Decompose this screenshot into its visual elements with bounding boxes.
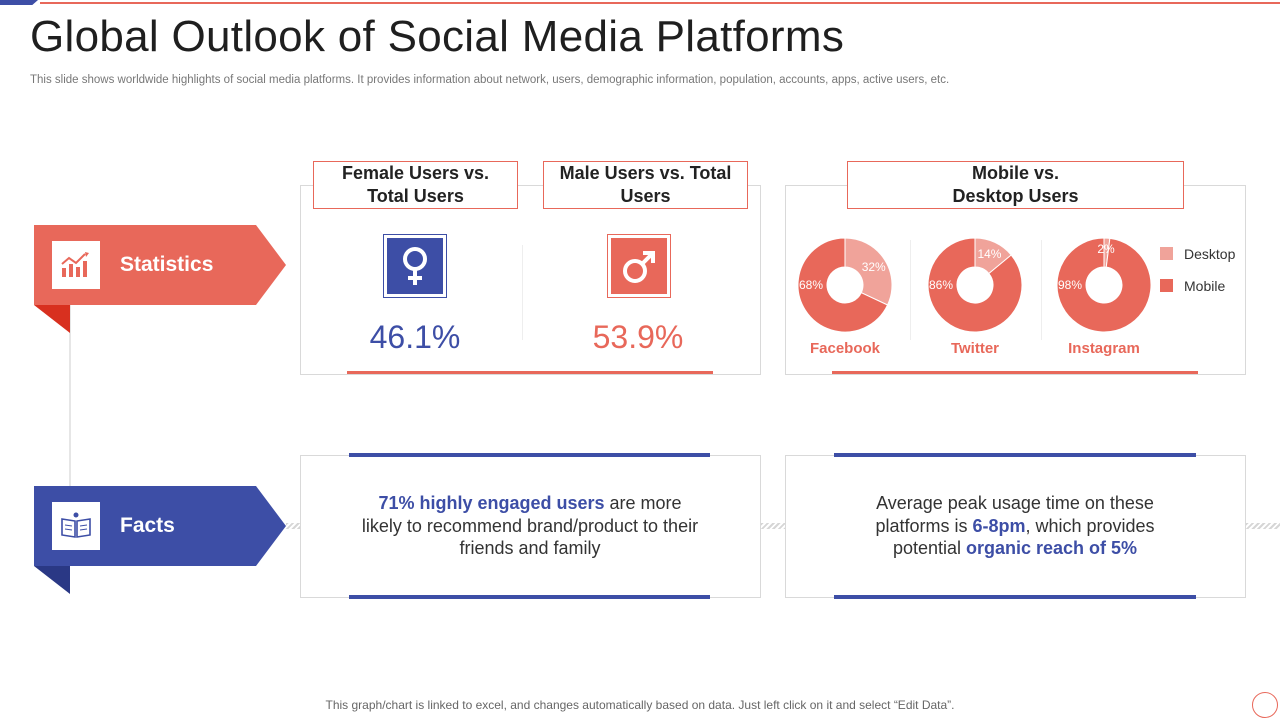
legend-label-desktop: Desktop bbox=[1184, 246, 1236, 262]
fact-2-highlight-time: 6-8pm bbox=[972, 515, 1026, 536]
female-heading-line2: Total Users bbox=[367, 186, 464, 206]
facts-connector-1 bbox=[286, 523, 300, 529]
facts-connector-2 bbox=[761, 523, 785, 529]
top-accent-bar bbox=[0, 0, 38, 5]
footer-note: This graph/chart is linked to excel, and… bbox=[325, 698, 955, 712]
devices-heading-line1: Mobile vs. bbox=[971, 163, 1060, 183]
fact-panel-2-top-rule bbox=[834, 453, 1196, 457]
gender-divider bbox=[522, 245, 523, 340]
open-book-icon bbox=[52, 502, 100, 550]
slice-mobile-instagram bbox=[1056, 237, 1152, 333]
slice-mobile-facebook bbox=[797, 237, 889, 333]
male-heading: Male Users vs. Total Users bbox=[543, 161, 748, 209]
label-mobile-twitter: 86% bbox=[929, 278, 953, 292]
fact-1-body: are more likely to recommend brand/produ… bbox=[361, 493, 699, 558]
page-title: Global Outlook of Social Media Platforms bbox=[30, 12, 845, 61]
facts-ribbon: Facts bbox=[34, 486, 286, 596]
corner-circle-decoration bbox=[1252, 692, 1278, 718]
fact-1-highlight: 71% highly engaged users bbox=[378, 493, 605, 513]
label-desktop-facebook: 32% bbox=[862, 260, 886, 274]
slice-desktop-facebook bbox=[844, 237, 893, 306]
facts-connector-3 bbox=[1246, 523, 1280, 529]
gender-underline bbox=[347, 371, 713, 374]
male-symbol-icon bbox=[607, 234, 671, 298]
legend-swatch-desktop bbox=[1160, 247, 1173, 260]
label-mobile-instagram: 98% bbox=[1058, 278, 1082, 292]
male-percentage: 53.9% bbox=[592, 319, 684, 355]
gender-panel bbox=[300, 185, 761, 375]
platform-label-instagram: Instagram bbox=[1068, 340, 1140, 357]
statistics-ribbon: Statistics bbox=[34, 225, 286, 335]
label-desktop-instagram: 2% bbox=[1097, 242, 1115, 256]
label-mobile-facebook: 68% bbox=[799, 278, 823, 292]
donut-charts: 32% 68% 14% 86% 2% 98% bbox=[797, 237, 1152, 333]
devices-heading-line2: Desktop Users bbox=[952, 186, 1079, 206]
female-symbol-icon bbox=[383, 234, 447, 298]
fact-2-text: Average peak usage time on these platfor… bbox=[840, 492, 1190, 560]
facts-label: Facts bbox=[120, 514, 175, 537]
top-rule bbox=[40, 2, 1280, 4]
slice-mobile-twitter bbox=[927, 237, 1023, 333]
devices-divider-1 bbox=[910, 240, 911, 340]
male-heading-line1: Male Users vs. Total bbox=[559, 163, 732, 183]
statistics-label: Statistics bbox=[120, 253, 214, 276]
fact-2-body-b: , which provides potential bbox=[892, 515, 1155, 559]
fact-2-body-a: Average peak usage time on these platfor… bbox=[875, 493, 1154, 536]
fact-panel-2-bottom-rule bbox=[834, 595, 1196, 599]
fact-panel-2 bbox=[785, 455, 1246, 598]
platform-label-twitter: Twitter bbox=[950, 340, 1000, 357]
page-subtitle: This slide shows worldwide highlights of… bbox=[30, 74, 950, 86]
legend-label-mobile: Mobile bbox=[1184, 278, 1226, 294]
fact-2-highlight-reach: organic reach of 5% bbox=[966, 538, 1138, 558]
fact-panel-1-bottom-rule bbox=[349, 595, 710, 599]
fact-panel-1-top-rule bbox=[349, 453, 710, 457]
platform-label-facebook: Facebook bbox=[809, 340, 881, 357]
female-heading: Female Users vs. Total Users bbox=[313, 161, 518, 209]
ribbon-connector bbox=[69, 300, 71, 490]
devices-heading: Mobile vs. Desktop Users bbox=[847, 161, 1184, 209]
fact-1-text: 71% highly engaged users are more likely… bbox=[360, 492, 700, 560]
devices-divider-2 bbox=[1041, 240, 1042, 340]
female-percentage: 46.1% bbox=[369, 319, 461, 355]
bar-chart-icon bbox=[52, 241, 100, 289]
devices-underline bbox=[832, 371, 1198, 374]
legend-swatch-mobile bbox=[1160, 279, 1173, 292]
female-heading-line1: Female Users vs. bbox=[341, 163, 490, 183]
male-heading-line2: Users bbox=[620, 186, 671, 206]
label-desktop-twitter: 14% bbox=[977, 247, 1001, 261]
